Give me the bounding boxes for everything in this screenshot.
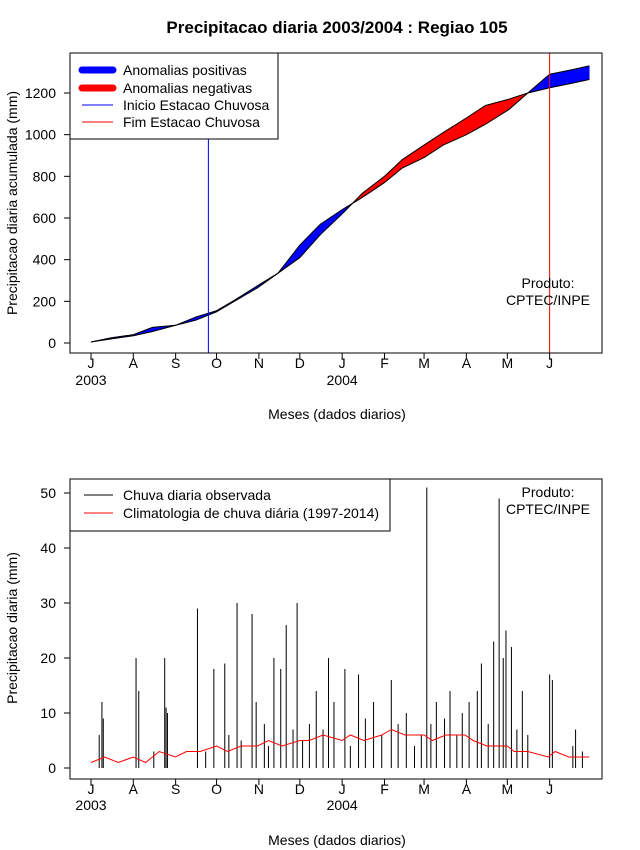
bottom-month-label: J: [88, 781, 95, 797]
top-month-label: N: [254, 355, 264, 371]
bottom-year-label: 2003: [75, 797, 106, 813]
bottom-year-label: 2004: [327, 797, 358, 813]
x-axis-label-bottom: Meses (dados diarios): [268, 832, 406, 848]
legend-label-positive: Anomalias positivas: [123, 62, 247, 78]
top-month-label: J: [88, 355, 95, 371]
legend-label-climatology: Climatologia de chuva diária (1997-2014): [123, 505, 379, 521]
bottom-ytick-label: 50: [40, 485, 56, 501]
top-ytick-label: 1200: [25, 85, 56, 101]
top-month-label: M: [501, 355, 513, 371]
chart-title: Precipitacao diaria 2003/2004 : Regiao 1…: [166, 18, 507, 37]
bottom-month-label: A: [462, 781, 472, 797]
top-ytick-label: 0: [48, 335, 56, 351]
legend-label-observed: Chuva diaria observada: [123, 487, 271, 503]
bottom-month-label: J: [339, 781, 346, 797]
top-ytick-label: 1000: [25, 127, 56, 143]
bottom-month-label: J: [546, 781, 553, 797]
top-month-label: A: [129, 355, 139, 371]
y-axis-label-bottom: Precipitacao diaria (mm): [4, 552, 20, 704]
bottom-month-label: O: [211, 781, 222, 797]
top-month-label: F: [380, 355, 389, 371]
legend-top: Anomalias positivas Anomalias negativas …: [69, 52, 279, 140]
bottom-month-label: D: [295, 781, 305, 797]
annotation-cptec-top: CPTEC/INPE: [506, 292, 590, 308]
observed-cumulative-line: [90, 65, 590, 343]
anomaly-area: [587, 65, 590, 81]
top-year-label: 2003: [75, 372, 106, 388]
bottom-month-label: A: [129, 781, 139, 797]
y-axis-bottom: 0 10 20 30 40 50: [40, 485, 71, 776]
climatology-daily-line: [90, 728, 590, 764]
bottom-ytick-label: 10: [40, 705, 56, 721]
bottom-ytick-label: 20: [40, 650, 56, 666]
legend-box-bottom: [69, 478, 391, 532]
top-month-label: J: [339, 355, 346, 371]
annotation-produto-bottom: Produto:: [522, 484, 575, 500]
bottom-ytick-label: 40: [40, 540, 56, 556]
top-month-label: O: [211, 355, 222, 371]
legend-label-end: Fim Estacao Chuvosa: [123, 114, 260, 130]
top-month-label: M: [418, 355, 430, 371]
daily-bars: [98, 487, 583, 768]
top-ytick-label: 600: [33, 210, 57, 226]
bottom-ytick-label: 30: [40, 595, 56, 611]
top-ytick-label: 400: [33, 252, 57, 268]
top-year-label: 2004: [327, 372, 358, 388]
top-ytick-label: 800: [33, 168, 57, 184]
top-month-label: A: [462, 355, 472, 371]
bottom-month-label: M: [418, 781, 430, 797]
legend-label-negative: Anomalias negativas: [123, 80, 252, 96]
bottom-month-label: N: [254, 781, 264, 797]
x-axis-label-top: Meses (dados diarios): [268, 406, 406, 422]
y-axis-label-top: Precipitacao diaria acumulada (mm): [4, 91, 20, 315]
bottom-month-label: S: [171, 781, 180, 797]
top-month-label: D: [295, 355, 305, 371]
bottom-month-label: M: [501, 781, 513, 797]
bottom-ytick-label: 0: [48, 760, 56, 776]
y-axis-top: 0 200 400 600 800 1000 1200: [25, 85, 71, 351]
legend-bottom: Chuva diaria observada Climatologia de c…: [69, 478, 391, 532]
top-ytick-label: 200: [33, 293, 57, 309]
legend-label-start: Inicio Estacao Chuvosa: [123, 97, 270, 113]
top-month-label: S: [171, 355, 180, 371]
annotation-produto-top: Produto:: [522, 275, 575, 291]
annotation-cptec-bottom: CPTEC/INPE: [506, 501, 590, 517]
bottom-month-label: F: [380, 781, 389, 797]
top-month-label: J: [546, 355, 553, 371]
